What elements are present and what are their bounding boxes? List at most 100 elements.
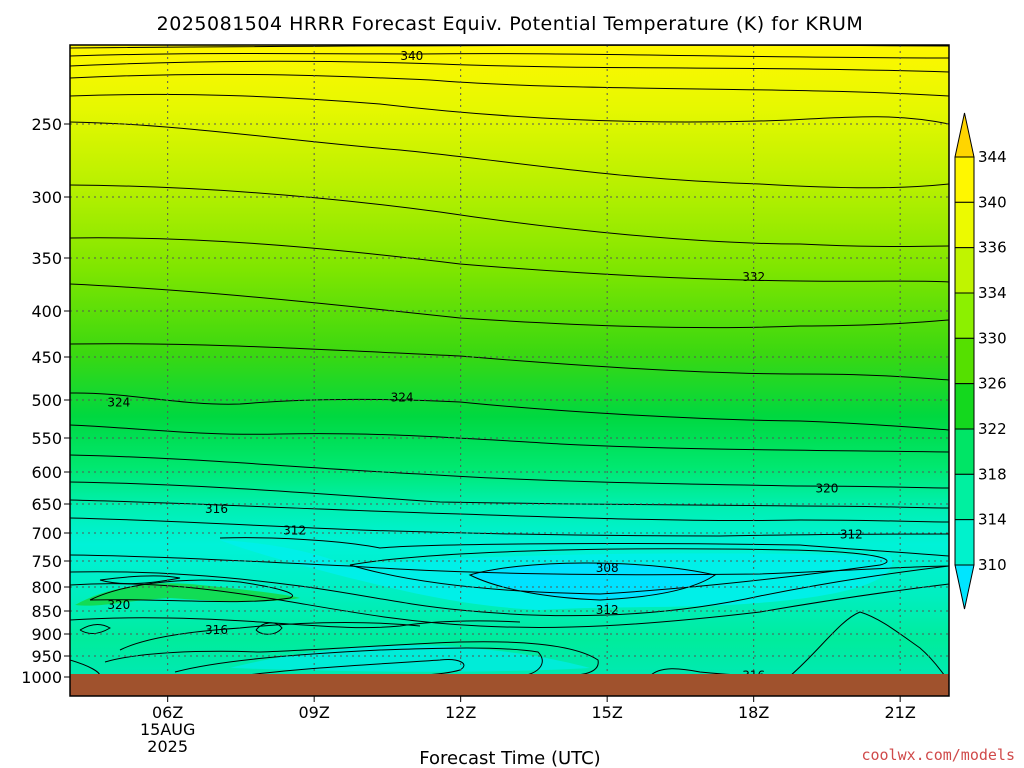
x-tick-label-06Z: 06Z <box>152 703 183 722</box>
x-axis-label: Forecast Time (UTC) <box>419 748 600 768</box>
y-tick-label-600: 600 <box>31 463 62 482</box>
contour-label-11: 316 <box>205 623 228 637</box>
contour-line-33 <box>789 611 946 677</box>
contour-line-4 <box>70 93 949 125</box>
y-tick-label-950: 950 <box>31 647 62 666</box>
y-tick-label-700: 700 <box>31 524 62 543</box>
contour-line-6 <box>70 184 949 247</box>
colorbar-bin-7 <box>954 473 975 521</box>
contour-line-2 <box>70 60 949 73</box>
colorbar: 344 340 336 334 330 326 322 318 314 310 <box>954 112 1007 610</box>
y-tick-label-250: 250 <box>31 115 62 134</box>
contour-line-26 <box>79 623 111 635</box>
contour-line-5 <box>70 121 949 189</box>
colorbar-label-318: 318 <box>978 465 1007 483</box>
contour-line-19 <box>468 562 717 601</box>
colorbar-label-310: 310 <box>978 556 1007 574</box>
colorbar-label-314: 314 <box>978 511 1007 529</box>
contour-line-18 <box>349 548 888 595</box>
contour-label-6: 312 <box>283 524 306 538</box>
x-date-label-1: 2025 <box>147 737 188 756</box>
contour-line-21 <box>70 583 949 628</box>
colorbar-bin-4 <box>954 337 975 385</box>
contour-labels: 340332324324320316312312308320312316316 <box>107 49 863 683</box>
contour-line-3 <box>70 73 949 97</box>
contour-line-1 <box>70 53 949 59</box>
colorbar-label-326: 326 <box>978 375 1007 393</box>
min-region-inner <box>470 562 715 600</box>
contour-line-10 <box>70 392 949 431</box>
x-date-label-0: 15AUG <box>140 720 195 739</box>
contour-line-23 <box>99 575 181 585</box>
ground-surface <box>70 674 949 696</box>
contour-line-14 <box>70 499 949 523</box>
y-tick-label-450: 450 <box>31 348 62 367</box>
contour-label-4: 320 <box>815 482 838 496</box>
colorbar-bin-6 <box>954 428 975 475</box>
colorbar-label-344: 344 <box>978 148 1007 166</box>
colorbar-bin-1 <box>954 201 975 249</box>
colorbar-bin-5 <box>954 383 975 430</box>
plot-area: 340332324324320316312312308320312316316 <box>70 45 949 696</box>
y-tick-label-400: 400 <box>31 302 62 321</box>
grid-lines <box>70 45 949 696</box>
contour-label-0: 340 <box>400 49 423 63</box>
y-tick-label-300: 300 <box>31 188 62 207</box>
y-tick-label-800: 800 <box>31 578 62 597</box>
contour-lines <box>70 45 949 677</box>
x-tick-label-09Z: 09Z <box>299 703 330 722</box>
y-tick-label-900: 900 <box>31 625 62 644</box>
chart-title: 2025081504 HRRR Forecast Equiv. Potentia… <box>157 13 864 35</box>
contour-line-11 <box>70 424 949 453</box>
y-tick-label-750: 750 <box>31 552 62 571</box>
contour-line-9 <box>70 343 949 381</box>
contour-line-24 <box>70 617 521 629</box>
contour-label-1: 332 <box>742 270 765 284</box>
colorbar-bin-3 <box>954 292 975 339</box>
colorbar-bin-0 <box>954 156 975 203</box>
cool-pool-low <box>230 645 590 672</box>
plot-frame <box>69 44 950 697</box>
contour-label-9: 320 <box>107 598 130 612</box>
contour-label-5: 316 <box>205 502 228 516</box>
contour-line-22 <box>89 579 293 603</box>
colorbar-label-340: 340 <box>978 193 1007 211</box>
x-tick-label-18Z: 18Z <box>738 703 769 722</box>
contour-line-8 <box>70 283 949 329</box>
colorbar-label-336: 336 <box>978 239 1007 257</box>
colorbar-label-334: 334 <box>978 284 1007 302</box>
contour-label-2: 324 <box>107 395 130 409</box>
contour-line-20 <box>70 565 949 617</box>
contour-line-28 <box>104 641 599 677</box>
y-tick-label-650: 650 <box>31 495 62 514</box>
contour-label-3: 324 <box>391 390 414 404</box>
colorbar-bin-2 <box>954 247 975 294</box>
contour-line-12 <box>70 454 949 489</box>
colorbar-arrow-bottom <box>954 564 975 610</box>
contour-line-29 <box>174 647 543 677</box>
contour-line-17 <box>70 554 949 576</box>
contour-label-8: 308 <box>596 561 619 575</box>
x-tick-label-15Z: 15Z <box>592 703 623 722</box>
y-tick-label-350: 350 <box>31 249 62 268</box>
colorbar-arrow-top <box>954 112 975 158</box>
y-tick-label-850: 850 <box>31 602 62 621</box>
contour-label-7: 312 <box>840 528 863 542</box>
y-axis: 250 300 350 400 450 500 550 600 650 700 750 800 850 9… <box>21 115 70 687</box>
contour-line-16 <box>219 537 949 557</box>
contour-line-7 <box>70 237 949 283</box>
contour-line-15 <box>70 517 949 537</box>
credit-text: coolwx.com/models <box>861 746 1015 764</box>
colorbar-label-330: 330 <box>978 329 1007 347</box>
contour-line-25 <box>119 621 421 651</box>
colorbar-bin-8 <box>954 519 975 566</box>
x-tick-label-21Z: 21Z <box>885 703 916 722</box>
colorbar-label-322: 322 <box>978 420 1007 438</box>
x-tick-label-12Z: 12Z <box>445 703 476 722</box>
y-tick-label-500: 500 <box>31 391 62 410</box>
y-tick-label-550: 550 <box>31 429 62 448</box>
y-tick-label-1000: 1000 <box>21 668 62 687</box>
contour-label-10: 312 <box>596 603 619 617</box>
